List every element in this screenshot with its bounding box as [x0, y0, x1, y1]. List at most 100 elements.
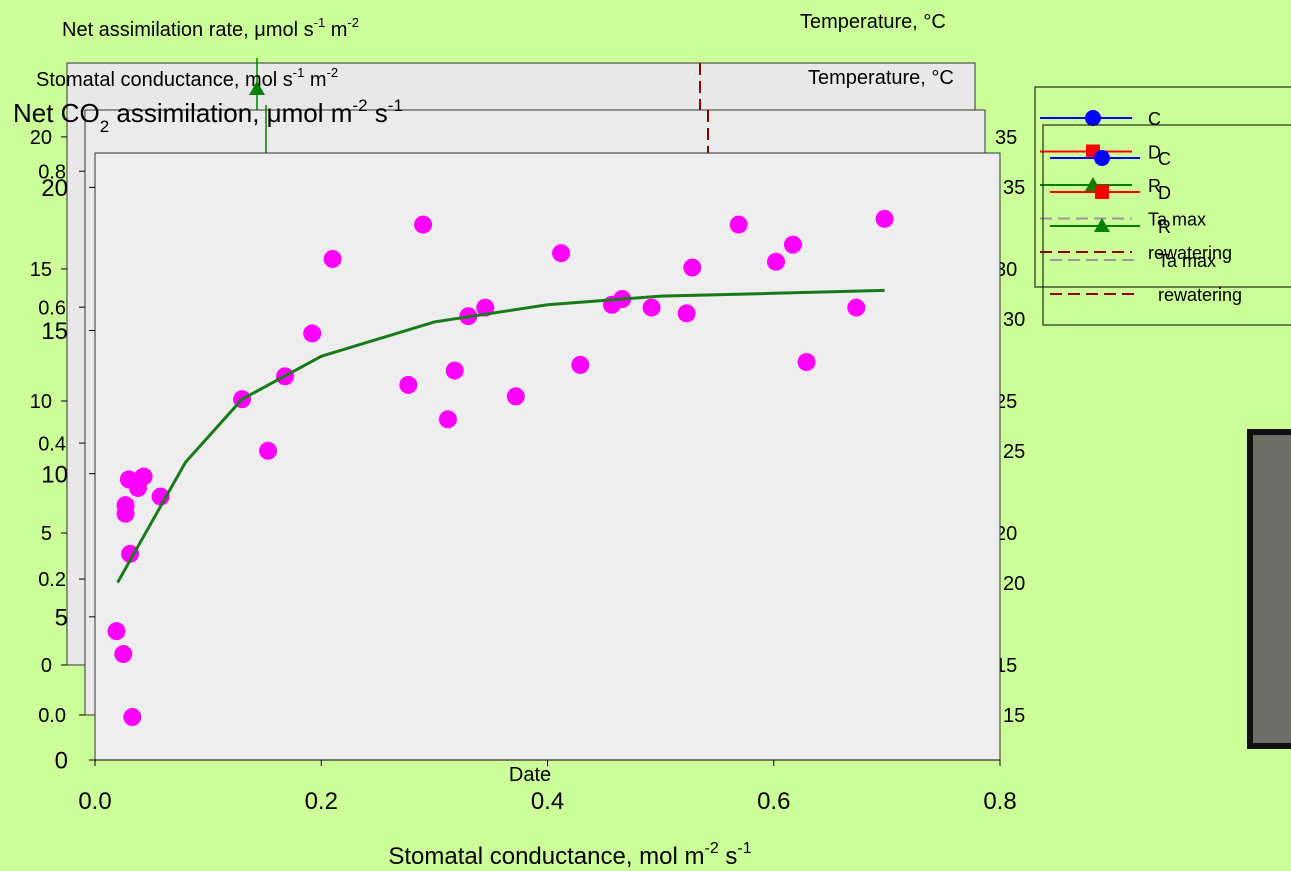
legend-label: D [1148, 143, 1161, 163]
photo [1247, 429, 1291, 749]
title-part: m [325, 19, 347, 41]
y-tick-label: 15 [30, 259, 52, 281]
legend-marker [1094, 150, 1110, 166]
y-tick-label: 5 [55, 604, 68, 631]
data-point [729, 215, 748, 234]
title-sup: -1 [314, 15, 326, 30]
y-tick-label: 20 [41, 175, 68, 202]
title-sup: -1 [293, 65, 305, 80]
y2-tick-label: 35 [995, 127, 1017, 149]
data-point [438, 410, 457, 429]
legend-label: C [1148, 109, 1161, 129]
y-tick-label: 0.8 [38, 161, 66, 183]
y-tick-label: 0.2 [38, 569, 66, 591]
legend-marker [1095, 185, 1109, 199]
legend-marker [1085, 110, 1101, 126]
data-point [107, 622, 126, 641]
x-tick-label: 0.4 [531, 788, 564, 815]
label-part: Stomatal conductance, mol m [388, 843, 704, 870]
r-marker [249, 81, 265, 95]
data-point [123, 708, 142, 727]
x-axis-label: Stomatal conductance, mol m-2 s-1 [388, 840, 751, 870]
title-part: Net assimilation rate, μmol s [62, 19, 314, 41]
data-point [683, 258, 702, 277]
y-tick-label: 15 [41, 318, 68, 345]
x-tick-label: 0.8 [983, 788, 1016, 815]
title-sup: -2 [347, 15, 359, 30]
data-point [134, 467, 153, 486]
x-tick-label: 0.0 [78, 788, 111, 815]
y2-tick-label: 30 [995, 259, 1017, 281]
y2-tick-label: 20 [1003, 573, 1025, 595]
y-tick-label: 5 [41, 523, 52, 545]
panel-title: Net assimilation rate, μmol s-1 m-2 [62, 15, 359, 41]
data-point [783, 235, 802, 254]
legend-box [1042, 124, 1291, 326]
title-sup: -2 [327, 65, 339, 80]
legend-label: Ta max [1158, 251, 1216, 271]
y-tick-label: 0 [41, 655, 52, 677]
y-tick-label: 10 [41, 461, 68, 488]
legend-label: Ta max [1148, 210, 1206, 230]
legend-label: rewatering [1158, 285, 1242, 305]
y-tick-label: 0.0 [38, 705, 66, 727]
data-point [445, 361, 464, 380]
label-part: assimilation, μmol m [109, 98, 352, 128]
y2-tick-label: 35 [1003, 177, 1025, 199]
label-part: Net CO [13, 98, 100, 128]
legend-box [1034, 86, 1291, 288]
fit-line [116, 288, 885, 584]
label-sup: -2 [352, 96, 367, 115]
legend-label: C [1158, 149, 1171, 169]
y2-tick-label: 30 [1003, 309, 1025, 331]
panel-title: Stomatal conductance, mol s-1 m-2 [36, 65, 338, 91]
y2-label: Temperature, °C [808, 67, 954, 89]
y-axis-label: Net CO2 assimilation, μmol m-2 s-1 [13, 96, 403, 136]
y-tick-label: 0 [55, 748, 68, 775]
title-part: m [304, 69, 326, 91]
legend-label: rewatering [1148, 243, 1232, 263]
data-point [114, 645, 133, 664]
y-tick-label: 0.4 [38, 433, 66, 455]
data-point [677, 304, 696, 323]
legend-label: D [1158, 183, 1171, 203]
label-sub: 2 [100, 117, 109, 136]
data-point [767, 252, 786, 271]
data-point [797, 353, 816, 372]
x-tick-label: 0.6 [757, 788, 790, 815]
x-tick-label: 0.2 [305, 788, 338, 815]
y-tick-label: 10 [30, 391, 52, 413]
data-point [506, 387, 525, 406]
y2-tick-label: 25 [995, 391, 1017, 413]
legend-label: R [1158, 217, 1171, 237]
plot-frame [94, 152, 1001, 761]
data-point [303, 324, 322, 343]
y2-tick-label: 25 [1003, 441, 1025, 463]
y-tick-label: 0.6 [38, 297, 66, 319]
data-point [399, 375, 418, 394]
data-point [552, 244, 571, 263]
label-sup: -2 [705, 840, 719, 857]
y2-tick-label: 15 [1003, 705, 1025, 727]
data-point [847, 298, 866, 317]
data-point [121, 544, 140, 563]
y2-label: Temperature, °C [800, 11, 946, 33]
data-point [259, 441, 278, 460]
y2-tick-label: 15 [995, 655, 1017, 677]
title-part: Stomatal conductance, mol s [36, 69, 293, 91]
label-part: s [368, 98, 388, 128]
data-point [875, 209, 894, 228]
label-sup: -1 [737, 840, 751, 857]
data-point [116, 496, 135, 515]
y2-tick-label: 20 [995, 523, 1017, 545]
data-point [642, 298, 661, 317]
y-tick-label: 20 [30, 127, 52, 149]
label-part: s [719, 843, 738, 870]
data-point [323, 249, 342, 268]
label-sup: -1 [388, 96, 403, 115]
x-axis-label: Date [509, 764, 551, 786]
data-point [414, 215, 433, 234]
